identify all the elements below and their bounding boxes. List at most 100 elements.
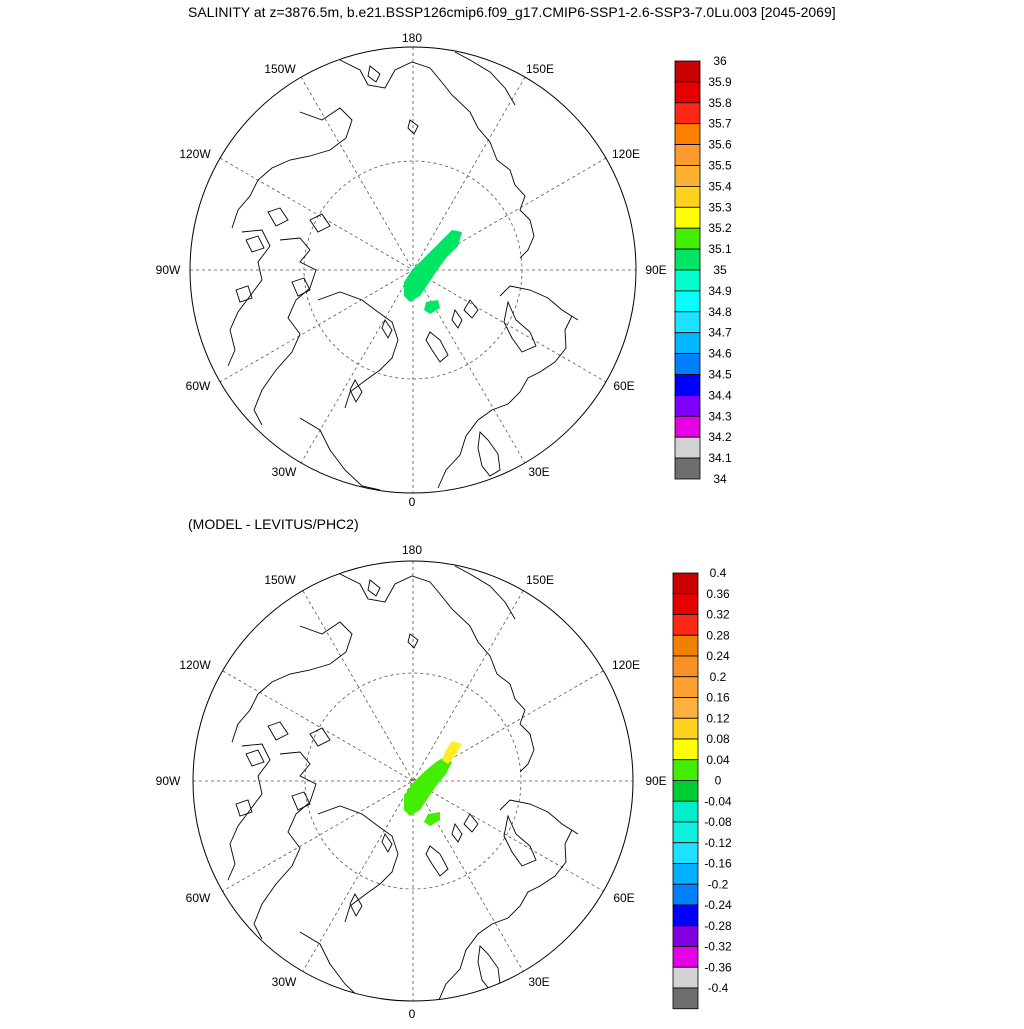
colorbar-tick-label: 34.2 — [708, 430, 732, 444]
lon-label-60e: 60E — [613, 379, 634, 393]
colorbar-swatch — [672, 842, 699, 864]
colorbar-swatch — [674, 311, 701, 334]
colorbar-tick-label: 0.32 — [706, 608, 730, 622]
colorbar-tick-label: 35.5 — [708, 159, 732, 173]
figure-title: SALINITY at z=3876.5m, b.e21.BSSP126cmip… — [188, 4, 836, 20]
lon-label-150w: 150W — [264, 62, 296, 76]
lon-label-150w: 150W — [264, 573, 296, 587]
colorbar-swatch — [672, 738, 699, 761]
coastlines — [227, 51, 579, 491]
salinity-field-patch — [404, 230, 462, 314]
colorbar-tick-label: 34.7 — [708, 326, 732, 340]
colorbar-tick-label: 34 — [713, 472, 727, 486]
colorbar-swatch — [674, 102, 701, 125]
lon-label-180: 180 — [402, 31, 422, 45]
colorbar-tick-label: 34.4 — [708, 388, 732, 402]
colorbar-swatch — [672, 697, 699, 719]
colorbar-swatch — [672, 780, 699, 802]
lon-label-60w: 60W — [186, 379, 211, 393]
lon-label-150e: 150E — [526, 573, 554, 587]
colorbar-swatch — [674, 123, 701, 145]
colorbar-swatch — [674, 436, 701, 459]
lon-label-90e: 90E — [645, 774, 666, 788]
colorbar-swatch — [672, 593, 699, 615]
colorbar-swatch — [674, 332, 701, 355]
lon-label-30w: 30W — [272, 465, 297, 479]
colorbar-tick-label: -0.08 — [704, 815, 732, 829]
colorbar-tick-label: 35.4 — [708, 179, 732, 193]
colorbar-swatch — [674, 394, 701, 417]
lon-label-90w: 90W — [156, 774, 181, 788]
longitude-labels: 180 150E 120E 90E 60E 30E 0 30W 60W 90W … — [156, 31, 667, 509]
colorbar-tick-label: 35 — [713, 263, 727, 277]
lon-label-0: 0 — [409, 1007, 416, 1021]
colorbar-tick-label: 0.36 — [706, 587, 730, 601]
graticule — [193, 561, 633, 1001]
colorbar-swatch — [672, 572, 699, 595]
colorbar-tick-label: -0.04 — [704, 794, 732, 808]
colorbar-tick-label: -0.12 — [704, 836, 732, 850]
colorbar-tick-label: 34.9 — [708, 284, 732, 298]
colorbar-tick-label: 35.1 — [708, 242, 732, 256]
colorbar-swatch — [674, 60, 701, 83]
colorbar-swatch — [674, 81, 701, 104]
difference-colorbar: 0.4 0.36 0.32 0.28 0.24 0.2 0.16 0.12 0.08 0.04 0 -… — [672, 566, 732, 1010]
colorbar-swatch — [674, 290, 701, 313]
coastlines — [227, 565, 579, 1001]
difference-polar-map: 180 150E 120E 90E 60E 30E 0 30W 60W 90W … — [156, 543, 732, 1021]
map-boundary-circle — [189, 46, 637, 494]
colorbar-swatch — [672, 883, 699, 906]
colorbar-swatch — [672, 987, 699, 1010]
longitude-labels: 180 150E 120E 90E 60E 30E 0 30W 60W 90W … — [156, 543, 667, 1021]
map-boundary-circle — [192, 560, 634, 1002]
colorbar-swatch — [674, 415, 701, 438]
lon-label-120w: 120W — [179, 658, 211, 672]
colorbar-tick-label: 0.16 — [706, 691, 730, 705]
colorbar-swatch — [674, 206, 701, 229]
colorbar-tick-label: 34.3 — [708, 409, 732, 423]
colorbar-swatch — [674, 269, 701, 292]
colorbar-swatch — [674, 248, 701, 271]
colorbar-tick-label: -0.32 — [704, 940, 732, 954]
salinity-map-panel: 180 150E 120E 90E 60E 30E 0 30W 60W 90W … — [0, 0, 1024, 512]
lon-label-90w: 90W — [156, 263, 181, 277]
lon-label-30w: 30W — [272, 975, 297, 989]
lon-label-30e: 30E — [528, 975, 549, 989]
colorbar-tick-label: 35.8 — [708, 96, 732, 110]
colorbar-tick-label: 34.5 — [708, 368, 732, 382]
colorbar-swatch — [672, 821, 699, 844]
difference-map-panel: 180 150E 120E 90E 60E 30E 0 30W 60W 90W … — [0, 512, 1024, 1024]
colorbar-swatch — [672, 925, 699, 947]
colorbar-tick-label: 0.4 — [710, 566, 727, 580]
colorbar-tick-label: 0.04 — [706, 753, 730, 767]
colorbar-swatch — [672, 614, 699, 636]
colorbar-tick-label: 0.12 — [706, 711, 730, 725]
colorbar-tick-label: 0.24 — [706, 649, 730, 663]
colorbar-tick-label: -0.16 — [704, 857, 732, 871]
colorbar-tick-label: 35.3 — [708, 200, 732, 214]
colorbar-tick-label: 0.28 — [706, 628, 730, 642]
lon-label-0: 0 — [409, 495, 416, 509]
colorbar-tick-label: 35.9 — [708, 75, 732, 89]
colorbar-tick-label: 35.2 — [708, 221, 732, 235]
colorbar-tick-label: 35.7 — [708, 117, 732, 131]
colorbar-swatch — [674, 144, 701, 166]
lon-label-120e: 120E — [612, 658, 640, 672]
colorbar-tick-label: 34.6 — [708, 347, 732, 361]
colorbar-tick-label: 0.08 — [706, 732, 730, 746]
colorbar-tick-label: 34.1 — [708, 451, 732, 465]
lon-label-180: 180 — [402, 543, 422, 557]
colorbar-tick-label: 35.6 — [708, 138, 732, 152]
colorbar-swatch — [674, 165, 701, 187]
colorbar-tick-label: 0.2 — [710, 670, 727, 684]
colorbar-swatch — [672, 717, 699, 740]
salinity-polar-map: 180 150E 120E 90E 60E 30E 0 30W 60W 90W … — [156, 31, 732, 509]
colorbar-swatch — [672, 946, 699, 968]
lon-label-120e: 120E — [612, 147, 640, 161]
difference-subtitle: (MODEL - LEVITUS/PHC2) — [188, 516, 359, 532]
colorbar-swatch — [674, 227, 701, 250]
colorbar-swatch — [674, 185, 701, 208]
colorbar-tick-label: -0.36 — [704, 960, 732, 974]
lon-label-120w: 120W — [179, 147, 211, 161]
colorbar-tick-label: -0.2 — [708, 877, 729, 891]
